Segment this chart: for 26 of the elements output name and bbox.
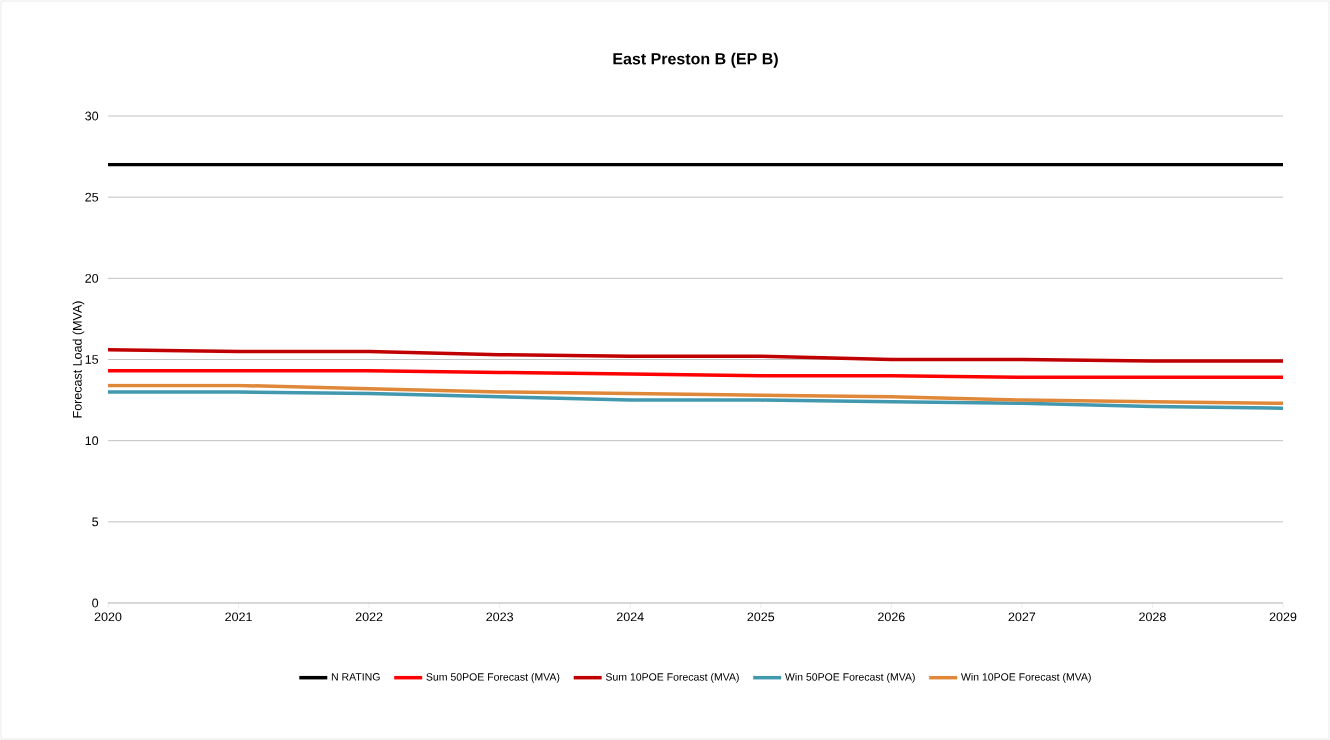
- y-axis-title: Forecast Load (MVA): [72, 301, 85, 418]
- x-tick-label: 2022: [355, 612, 383, 622]
- legend-label: Sum 10POE Forecast (MVA): [605, 672, 739, 683]
- x-tick-label: 2020: [94, 612, 122, 622]
- legend-label: Win 10POE Forecast (MVA): [960, 672, 1091, 683]
- y-tick-label: 20: [85, 273, 99, 283]
- legend-label: N RATING: [331, 673, 380, 681]
- legend-label: Win 50POE Forecast (MVA): [784, 672, 915, 683]
- y-tick-label: 30: [85, 111, 99, 121]
- y-tick-label: 5: [92, 517, 99, 527]
- x-tick-label: 2028: [1139, 612, 1166, 622]
- line-series: [108, 390, 1283, 410]
- y-tick-label: 15: [85, 355, 99, 364]
- x-tick-label: 2023: [486, 612, 514, 622]
- x-tick-label: 2024: [616, 612, 644, 622]
- x-tick-label: 2027: [1008, 612, 1036, 622]
- y-tick-label: 25: [85, 192, 99, 202]
- x-tick-label: 2021: [225, 612, 252, 622]
- line-series: [108, 348, 1283, 363]
- chart-title: East Preston B (EP B): [613, 52, 778, 68]
- x-tick-label: 2029: [1269, 612, 1297, 622]
- y-tick-label: 0: [92, 598, 99, 608]
- y-tick-label: 10: [85, 436, 99, 446]
- x-tick-label: 2026: [878, 612, 905, 622]
- x-tick-label: 2025: [747, 612, 775, 622]
- legend-label: Sum 50POE Forecast (MVA): [426, 672, 560, 683]
